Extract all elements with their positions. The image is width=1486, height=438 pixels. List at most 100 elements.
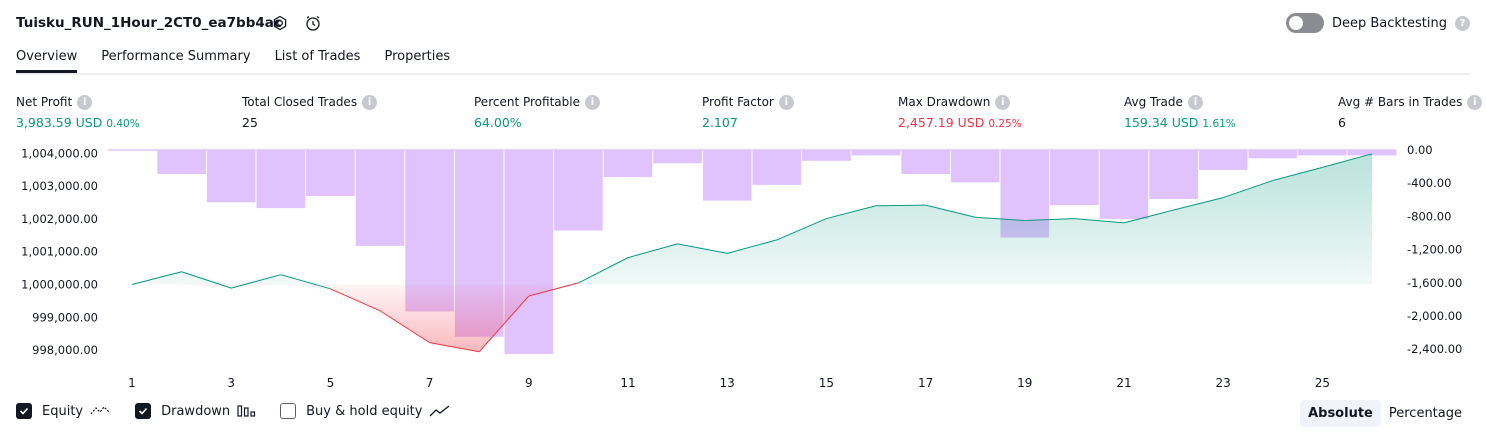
x-axis-tick: 15	[819, 376, 834, 390]
strategy-title: Tuisku_RUN_1Hour_2CT0_ea7bb4ac	[16, 15, 282, 31]
drawdown-bar	[206, 150, 256, 203]
equity-line-segment	[330, 288, 381, 312]
legend-equity[interactable]: Equity	[16, 403, 113, 419]
metric-avg-bars-in-trades: Avg # Bars in Trades i 6	[1338, 94, 1483, 130]
equity-line-segment	[677, 243, 728, 254]
legend-buy-hold-equity[interactable]: Buy & hold equity	[280, 403, 452, 419]
drawdown-bar	[157, 150, 206, 175]
left-axis-tick: 1,003,000.00	[21, 179, 98, 193]
equity-line-segment	[280, 274, 331, 290]
equity-line-segment	[478, 295, 530, 353]
info-icon[interactable]: i	[995, 94, 1011, 110]
equity-line-segment	[528, 282, 579, 297]
drawdown-bar	[256, 150, 306, 209]
legend-label: Equity	[42, 403, 84, 419]
right-axis-tick: 0.00	[1407, 143, 1433, 157]
metric-value: 2.107	[702, 115, 738, 130]
equity-line-segment	[727, 239, 777, 254]
metric-percent: 1.61%	[1202, 118, 1236, 130]
info-icon[interactable]: i	[362, 94, 378, 110]
equity-line-segment	[181, 271, 232, 289]
alarm-clock-icon[interactable]	[304, 14, 322, 32]
x-axis-tick: 17	[918, 376, 933, 390]
equity-line-segment	[925, 204, 976, 218]
equity-line-segment	[1173, 197, 1224, 211]
equity-line-segment	[1123, 209, 1174, 224]
equity-line-segment	[776, 218, 827, 241]
drawdown-bar	[1050, 150, 1099, 206]
tab-overview[interactable]: Overview	[16, 49, 78, 73]
right-axis-tick: -400.00	[1407, 176, 1451, 190]
drawdown-bar	[851, 150, 901, 156]
equity-line-segment	[379, 310, 430, 344]
metric-total-closed-trades: Total Closed Trades i 25	[242, 94, 378, 130]
drawdown-bar	[306, 150, 355, 197]
equity-line-segment	[1322, 153, 1373, 168]
metric-label: Net Profit	[16, 95, 73, 109]
drawdown-bar	[653, 150, 702, 164]
equity-area-above	[132, 153, 1372, 285]
metric-label: Total Closed Trades	[242, 95, 358, 109]
drawdown-bar	[1099, 150, 1149, 219]
info-icon[interactable]: i	[1187, 94, 1203, 110]
drawdown-bar	[504, 150, 554, 354]
equity-line-segment	[1024, 218, 1075, 222]
metric-percent-profitable: Percent Profitable i 64.00%	[474, 94, 600, 130]
settings-icon[interactable]	[271, 14, 289, 32]
metric-label: Profit Factor	[702, 95, 774, 109]
tab-divider	[16, 73, 1470, 75]
right-axis-tick: -2,400.00	[1407, 342, 1462, 356]
x-axis-tick: 7	[426, 376, 434, 390]
left-axis-tick: 1,002,000.00	[21, 212, 98, 226]
equity-area-below	[132, 284, 1372, 352]
x-axis-tick: 5	[327, 376, 335, 390]
checkbox-buy-hold-equity[interactable]	[280, 403, 297, 419]
drawdown-bar	[1298, 150, 1347, 156]
checkbox-drawdown[interactable]	[135, 403, 152, 419]
drawdown-bar	[603, 150, 653, 177]
info-icon[interactable]: i	[1467, 94, 1483, 110]
equity-line-segment	[975, 216, 1025, 222]
drawdown-bar	[702, 150, 752, 201]
drawdown-bar	[802, 150, 851, 161]
equity-line-segment	[578, 257, 629, 284]
info-icon[interactable]: i	[778, 94, 794, 110]
equity-drawdown-chart[interactable]: 1,004,000.00 1,003,000.00 1,002,000.00 1,00…	[0, 135, 1486, 395]
buy-hold-line-icon	[430, 405, 450, 417]
absolute-button[interactable]: Absolute	[1300, 400, 1381, 427]
info-icon[interactable]: i	[77, 94, 93, 110]
drawdown-bar	[901, 150, 950, 175]
x-axis-tick: 19	[1017, 376, 1032, 390]
left-axis-tick: 1,004,000.00	[21, 146, 98, 160]
tab-list-of-trades[interactable]: List of Trades	[274, 49, 361, 64]
metric-value: 64.00%	[474, 115, 522, 130]
tab-properties[interactable]: Properties	[384, 49, 451, 64]
help-icon[interactable]: ?	[1455, 15, 1470, 31]
metric-net-profit: Net Profit i 3,983.59 USD 0.40%	[16, 94, 140, 130]
x-axis-tick: 23	[1216, 376, 1231, 390]
left-axis-tick: 999,000.00	[32, 310, 98, 324]
right-axis-tick: -800.00	[1407, 209, 1451, 223]
info-icon[interactable]: i	[584, 94, 600, 110]
drawdown-bar	[1248, 150, 1298, 159]
metric-percent: 0.25%	[988, 118, 1022, 130]
view-mode-switch: Absolute Percentage	[1300, 400, 1470, 427]
equity-line-segment	[1272, 166, 1323, 181]
metric-label: Percent Profitable	[474, 95, 580, 109]
metric-value: 2,457.19 USD	[898, 115, 985, 130]
checkbox-equity[interactable]	[16, 403, 32, 419]
deep-backtesting-control: Deep Backtesting ?	[1285, 13, 1470, 33]
tab-performance-summary[interactable]: Performance Summary	[101, 49, 251, 64]
metric-label: Avg Trade	[1124, 95, 1183, 109]
equity-line-segment	[627, 243, 678, 259]
percentage-button[interactable]: Percentage	[1388, 406, 1462, 421]
drawdown-bar	[1149, 150, 1198, 199]
drawdown-bar	[1347, 150, 1397, 156]
legend-drawdown[interactable]: Drawdown	[135, 403, 258, 419]
metric-percent: 0.40%	[106, 118, 140, 130]
metric-label: Max Drawdown	[898, 95, 991, 109]
equity-line-segment	[875, 204, 926, 207]
x-axis-tick: 21	[1116, 376, 1131, 390]
deep-backtesting-toggle[interactable]	[1285, 13, 1324, 33]
drawdown-bars-icon	[237, 405, 256, 417]
